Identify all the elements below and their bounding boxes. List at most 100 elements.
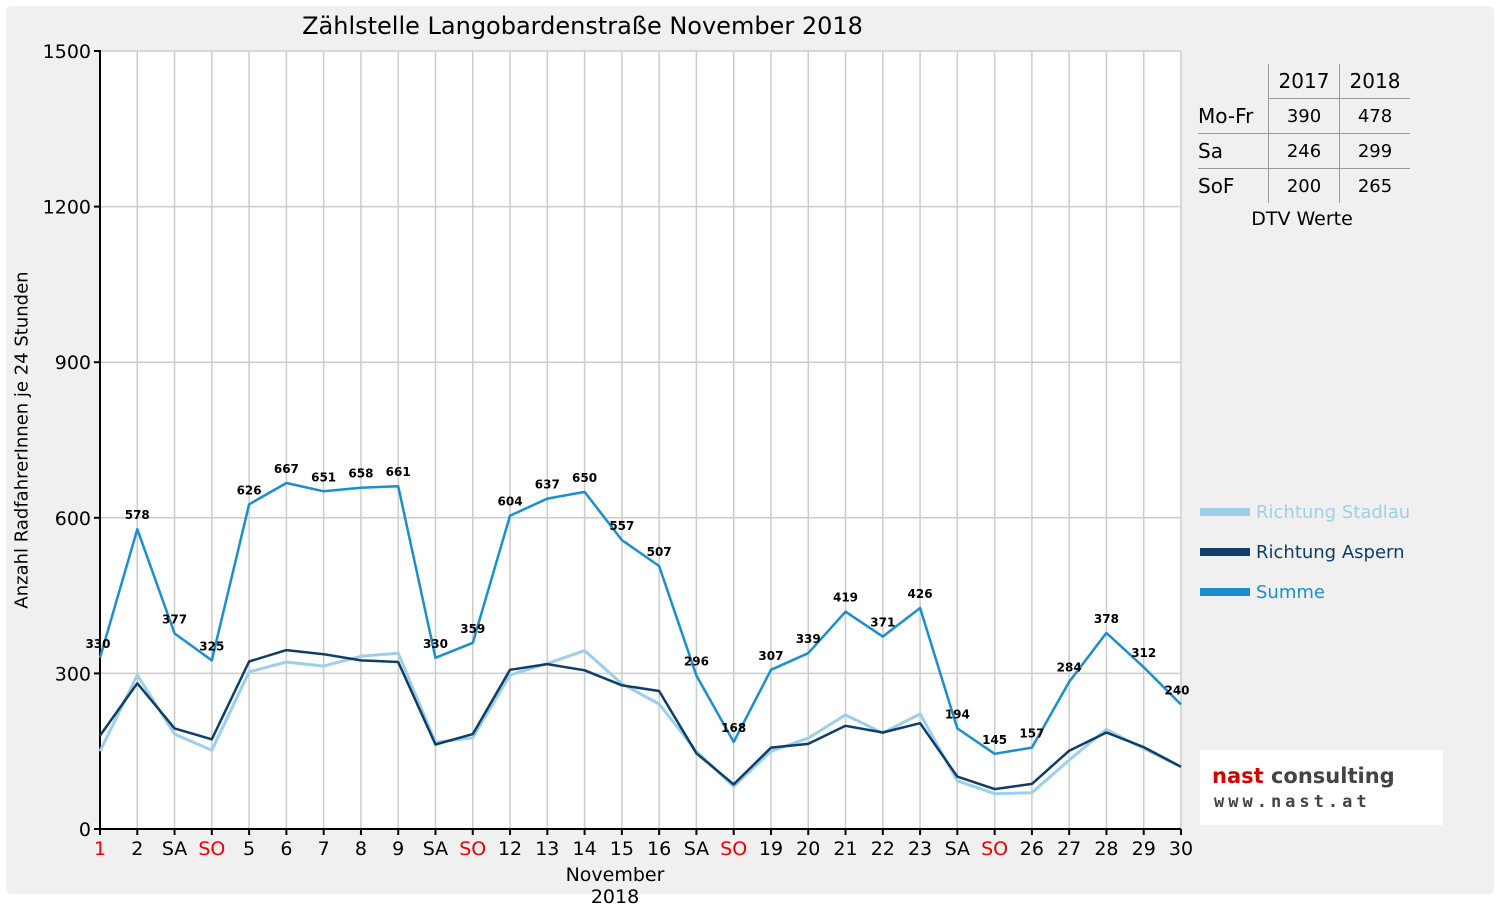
- dtv-col-2017: 2017: [1268, 64, 1340, 99]
- x-tick-label: 14: [572, 838, 596, 860]
- y-tick-label: 0: [79, 819, 91, 841]
- data-label: 604: [498, 495, 523, 509]
- legend-label-aspern: Richtung Aspern: [1256, 541, 1405, 563]
- dtv-col-2018: 2018: [1339, 64, 1410, 99]
- legend: Richtung Stadlau Richtung Aspern Summe: [1200, 492, 1410, 612]
- x-tick-label: 13: [535, 838, 559, 860]
- chart-title: Zählstelle Langobardenstraße November 20…: [302, 12, 863, 40]
- data-label: 378: [1094, 612, 1119, 626]
- x-tick-label: 6: [280, 838, 292, 860]
- x-tick-label: 27: [1057, 838, 1081, 860]
- x-tick-label: 2: [131, 838, 143, 860]
- plot-area: [100, 51, 1181, 829]
- data-label: 325: [199, 639, 224, 653]
- x-tick-label: 16: [647, 838, 671, 860]
- x-tick-label: 23: [908, 838, 932, 860]
- logo-wordmark: nast consulting: [1212, 764, 1395, 788]
- x-tick-label: 28: [1094, 838, 1118, 860]
- data-label: 426: [908, 587, 933, 601]
- data-label: 284: [1057, 661, 1082, 675]
- legend-swatch-summe: [1200, 588, 1250, 596]
- data-label: 658: [348, 467, 373, 481]
- legend-item-summe: Summe: [1200, 572, 1410, 612]
- legend-item-aspern: Richtung Aspern: [1200, 532, 1410, 572]
- dtv-corner: [1198, 64, 1269, 99]
- series-line-summe: [98, 481, 1182, 756]
- data-label: 377: [162, 612, 187, 626]
- data-label: 419: [833, 591, 858, 605]
- y-tick-label: 600: [55, 508, 91, 530]
- dtv-row: Sa 246 299: [1198, 133, 1410, 169]
- dtv-row-label: Sa: [1198, 133, 1269, 169]
- data-label: 626: [237, 483, 262, 497]
- dtv-value: 299: [1339, 133, 1410, 169]
- dtv-value: 246: [1268, 133, 1340, 169]
- data-label: 651: [311, 470, 336, 484]
- x-tick-label: 5: [243, 838, 255, 860]
- dtv-row-label: Mo-Fr: [1198, 98, 1269, 134]
- logo-word-consulting: consulting: [1270, 764, 1395, 788]
- x-tick-label: 26: [1020, 838, 1044, 860]
- data-label: 330: [85, 637, 110, 651]
- legend-label-summe: Summe: [1256, 581, 1325, 603]
- legend-item-stadlau: Richtung Stadlau: [1200, 492, 1410, 532]
- data-label: 194: [945, 707, 970, 721]
- x-tick-label: 21: [833, 838, 857, 860]
- x-tick-label: 22: [871, 838, 895, 860]
- data-label: 371: [870, 616, 895, 630]
- x-tick-label: 12: [498, 838, 522, 860]
- x-tick-label: SO: [981, 838, 1008, 860]
- dtv-row: Mo-Fr 390 478: [1198, 98, 1410, 134]
- data-label: 667: [274, 462, 299, 476]
- x-tick-label: SO: [459, 838, 486, 860]
- series-line-aspern: [98, 648, 1182, 791]
- legend-label-stadlau: Richtung Stadlau: [1256, 501, 1411, 523]
- data-label: 168: [721, 721, 746, 735]
- data-label: 637: [535, 478, 560, 492]
- y-tick-label: 900: [55, 352, 91, 374]
- series-line-stadlau: [98, 649, 1182, 796]
- legend-swatch-stadlau: [1200, 508, 1250, 516]
- data-label: 296: [684, 654, 709, 668]
- dtv-caption: DTV Werte: [1251, 208, 1353, 230]
- data-label: 557: [609, 519, 634, 533]
- data-label: 650: [572, 471, 597, 485]
- x-tick-label: SO: [720, 838, 747, 860]
- x-tick-label: 20: [796, 838, 820, 860]
- x-tick-label: 7: [318, 838, 330, 860]
- data-label: 312: [1131, 646, 1156, 660]
- dtv-header-row: 2017 2018: [1198, 64, 1410, 99]
- x-tick-label: SA: [162, 838, 187, 860]
- x-axis-label: November 2018: [565, 864, 665, 908]
- data-label: 578: [125, 508, 150, 522]
- data-label: 145: [982, 733, 1007, 747]
- x-tick-label: SO: [198, 838, 225, 860]
- y-tick-label: 1200: [43, 197, 91, 219]
- dtv-value: 478: [1339, 98, 1410, 134]
- legend-swatch-aspern: [1200, 548, 1250, 556]
- x-tick-label: 9: [392, 838, 404, 860]
- x-tick-label: SA: [945, 838, 970, 860]
- x-tick-label: 29: [1132, 838, 1156, 860]
- x-tick-label: 30: [1169, 838, 1193, 860]
- y-axis-label: Anzahl RadfahrerInnen je 24 Stunden: [11, 271, 33, 609]
- company-logo: nast consulting www.nast.at: [1200, 750, 1443, 825]
- data-label: 307: [758, 649, 783, 663]
- logo-url: www.nast.at: [1214, 792, 1371, 812]
- data-label: 359: [460, 622, 485, 636]
- data-label: 507: [647, 545, 672, 559]
- data-label: 661: [386, 465, 411, 479]
- x-tick-label: 8: [355, 838, 367, 860]
- dtv-table: 2017 2018 Mo-Fr 390 478 Sa 246 299 SoF 2…: [1198, 64, 1410, 203]
- data-label: 330: [423, 637, 448, 651]
- data-label: 157: [1019, 727, 1044, 741]
- dtv-value: 390: [1268, 98, 1340, 134]
- dtv-row: SoF 200 265: [1198, 168, 1410, 203]
- y-tick-label: 300: [55, 663, 91, 685]
- dtv-row-label: SoF: [1198, 174, 1235, 198]
- data-label: 339: [796, 632, 821, 646]
- x-tick-label: 15: [610, 838, 634, 860]
- data-label: 240: [1164, 684, 1189, 698]
- logo-word-nast: nast: [1212, 764, 1264, 788]
